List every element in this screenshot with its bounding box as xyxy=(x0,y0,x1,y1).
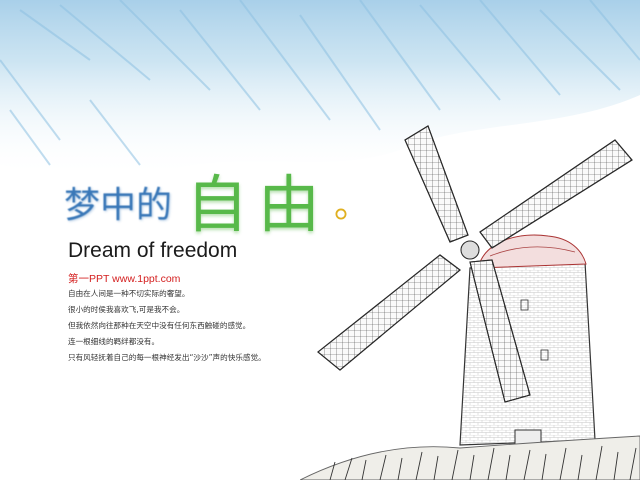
body-line: 但我依然向往那种在天空中没有任何东西触碰的感觉。 xyxy=(68,318,266,334)
site-link[interactable]: 第一PPT www.1ppt.com xyxy=(68,271,180,286)
body-text: 自由在人间是一种不切实际的奢望。 很小的时侯我喜欢飞,可是我不会。 但我依然向往… xyxy=(68,286,266,366)
body-line: 很小的时侯我喜欢飞,可是我不会。 xyxy=(68,302,266,318)
subtitle: Dream of freedom xyxy=(68,239,237,263)
title-small-text: 梦中的 xyxy=(64,184,172,228)
body-line: 连一根细线的羁绊都没有。 xyxy=(68,334,266,350)
windmill-illustration xyxy=(300,118,640,480)
body-line: 自由在人间是一种不切实际的奢望。 xyxy=(68,286,266,302)
body-line: 只有风轻抚着自己的每一根神经发出“沙沙”声的快乐感觉。 xyxy=(68,350,266,366)
